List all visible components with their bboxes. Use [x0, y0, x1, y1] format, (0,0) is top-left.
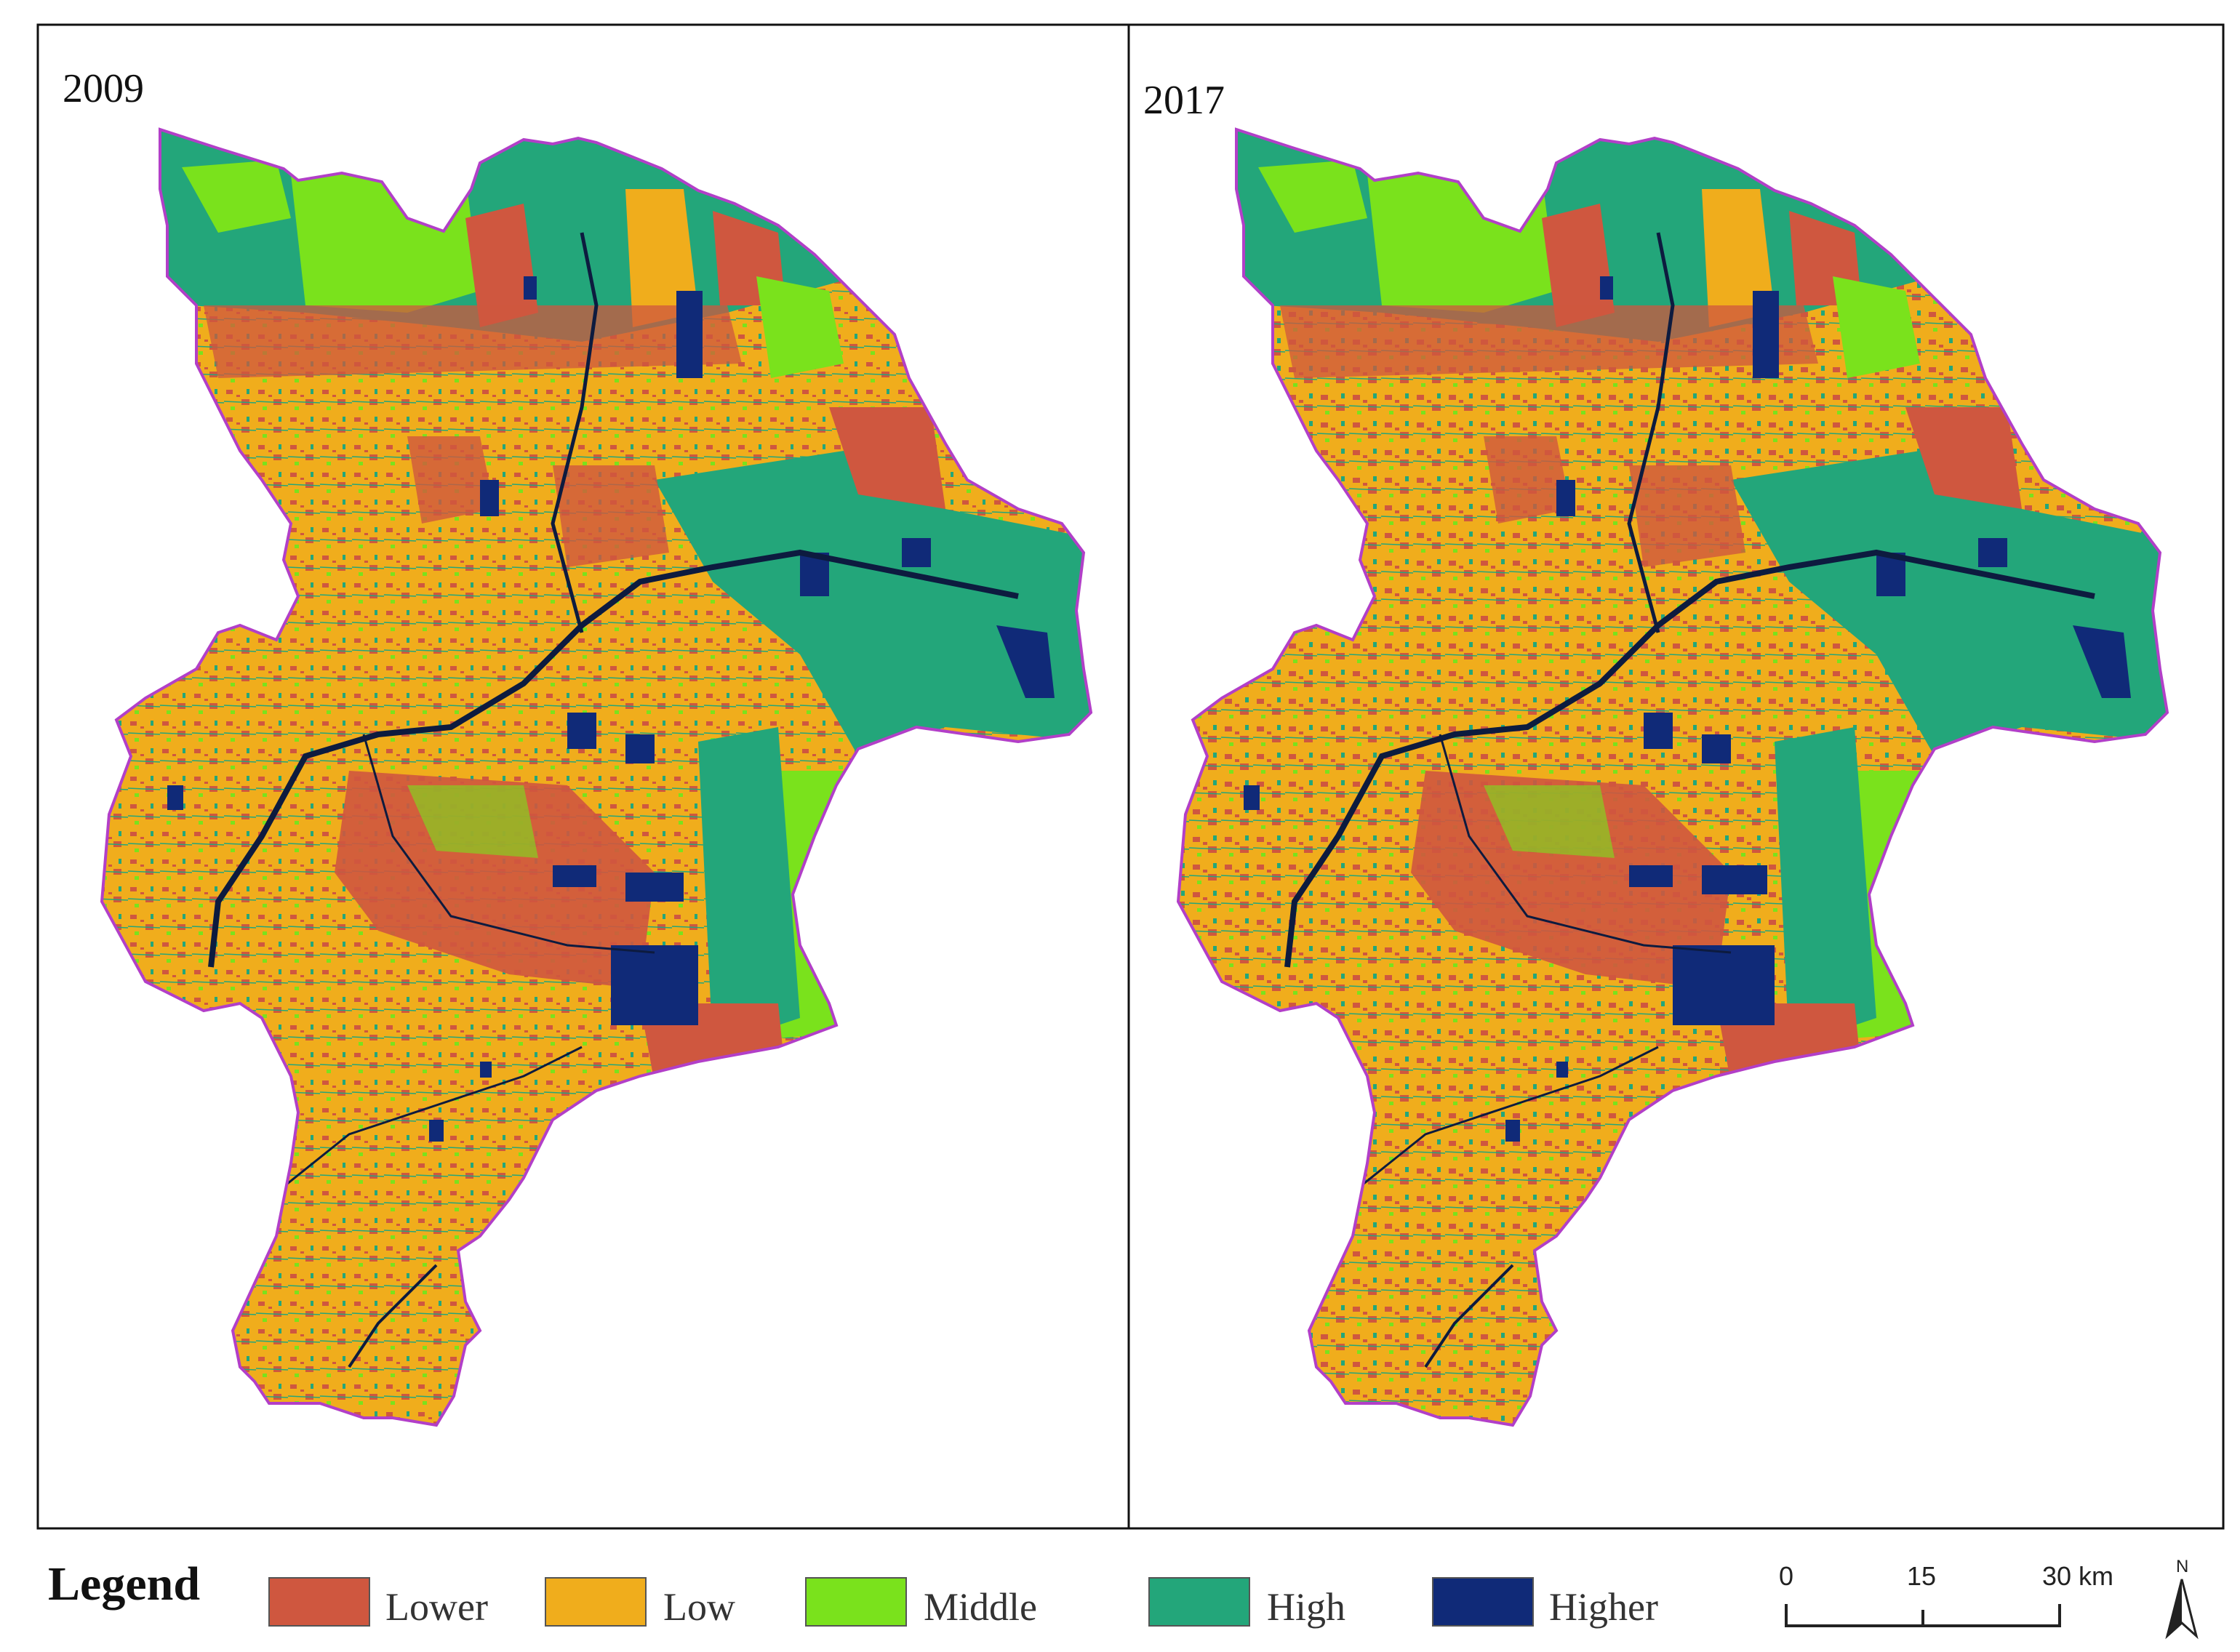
map-frame — [36, 23, 2225, 1530]
legend-swatch — [1148, 1577, 1250, 1627]
legend-item-low: Low — [545, 1577, 735, 1629]
scale-tick-label: 0 — [1779, 1561, 1793, 1591]
north-label: N — [2176, 1557, 2188, 1576]
scale-bar: 0 15 30 km — [1779, 1561, 2113, 1627]
legend-swatch — [805, 1577, 907, 1627]
map-panel-2017: 2017 — [1143, 78, 2169, 1427]
legend-swatch — [1432, 1577, 1534, 1627]
north-arrow-icon: N — [2165, 1557, 2199, 1640]
legend-swatch — [268, 1577, 370, 1627]
region-boundary — [1176, 127, 2169, 1427]
legend-item-middle: Middle — [805, 1577, 1037, 1629]
legend-item-high: High — [1148, 1577, 1345, 1629]
legend-item-lower: Lower — [268, 1577, 488, 1629]
legend-item-higher: Higher — [1432, 1577, 1658, 1629]
legend: Legend Lower Low Middle High Higher — [48, 1557, 1658, 1629]
legend-label: Low — [663, 1585, 735, 1629]
region-boundary — [100, 127, 1093, 1427]
legend-title: Legend — [48, 1557, 200, 1611]
scale-tick-label: 15 — [1907, 1561, 1936, 1591]
panel-label: 2017 — [1143, 78, 1225, 123]
legend-label: Lower — [385, 1585, 488, 1629]
map-panel-2009: 2009 — [63, 66, 1093, 1427]
legend-label: Middle — [924, 1585, 1037, 1629]
legend-swatch — [545, 1577, 647, 1627]
legend-label: Higher — [1549, 1585, 1658, 1629]
panel-label: 2009 — [63, 66, 144, 111]
legend-label: High — [1267, 1585, 1345, 1629]
scale-tick-label: 30 km — [2042, 1561, 2113, 1591]
